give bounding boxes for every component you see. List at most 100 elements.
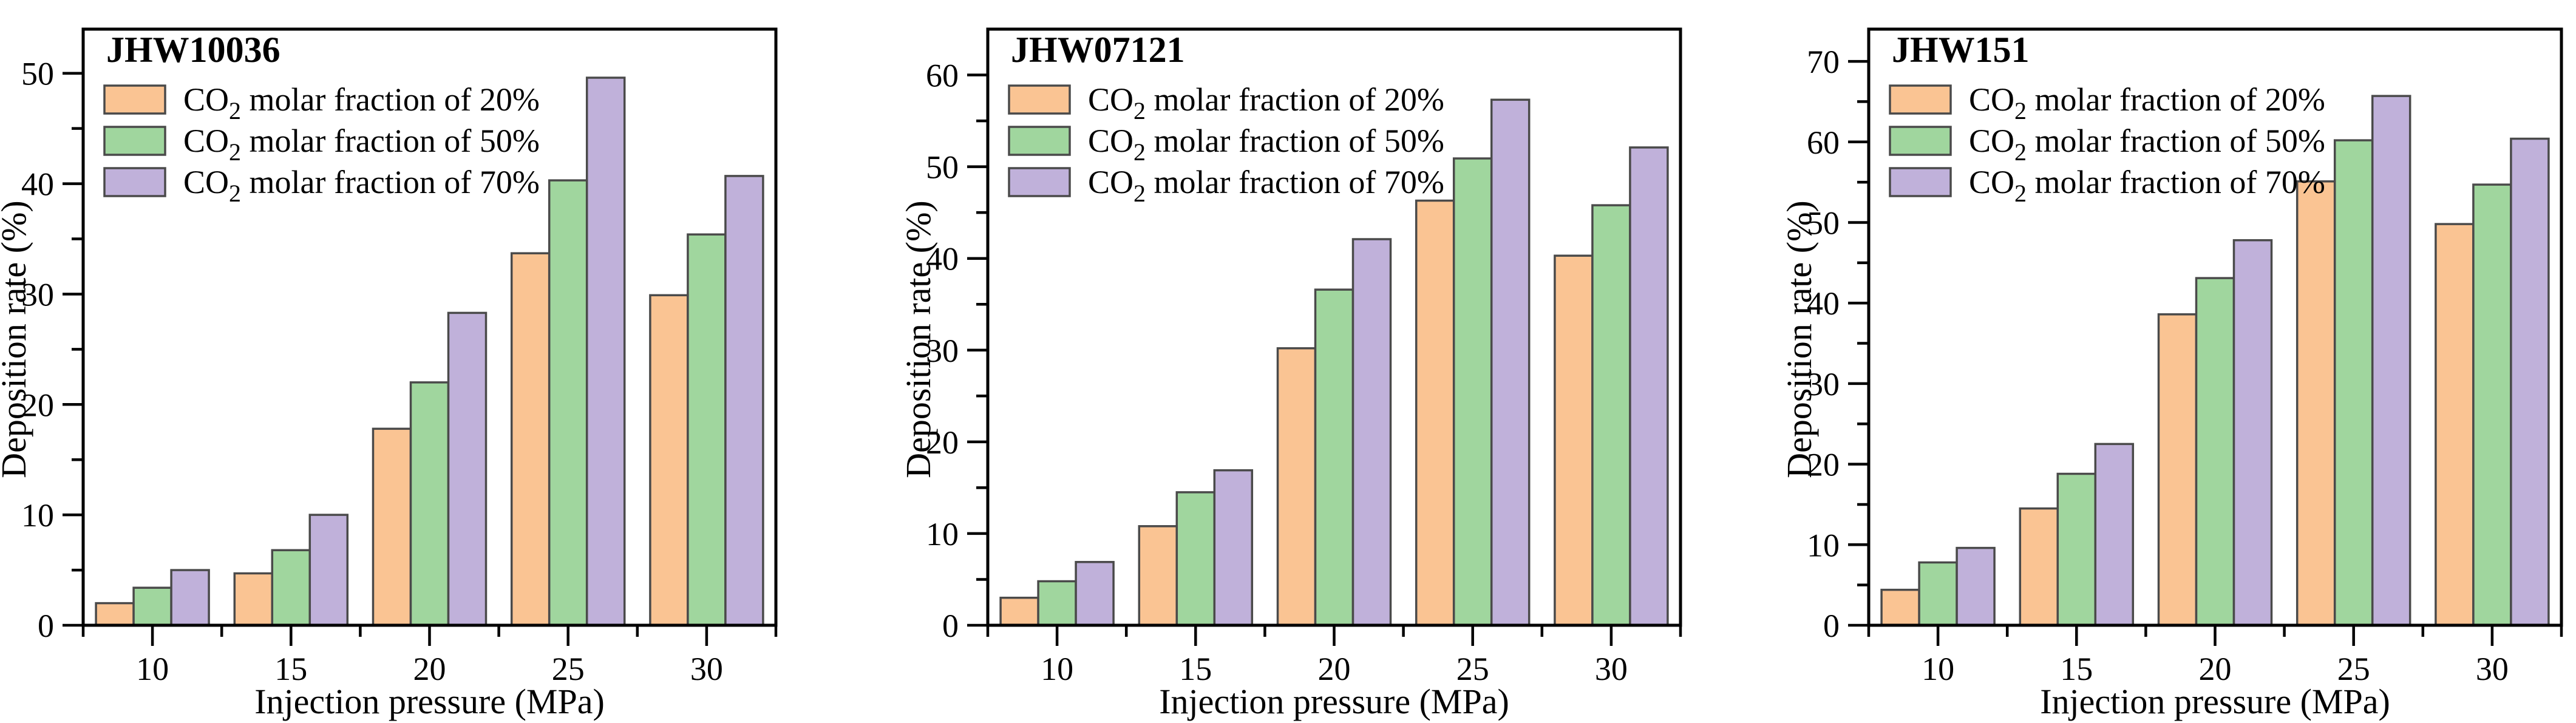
x-tick-label: 30 (1595, 651, 1628, 687)
legend-label: CO2 molar fraction of 50% (183, 123, 540, 166)
x-tick-label: 10 (136, 651, 169, 687)
y-tick-label: 50 (926, 149, 959, 186)
y-tick-label: 40 (926, 241, 959, 277)
x-tick-label: 15 (1179, 651, 1212, 687)
legend-swatch (1889, 167, 1952, 197)
bar (1075, 561, 1115, 626)
bar (585, 76, 626, 626)
bar (1918, 561, 1958, 626)
bar (1490, 98, 1531, 626)
x-tick-label: 25 (1456, 651, 1489, 687)
bar (2232, 239, 2273, 626)
legend-label: CO2 molar fraction of 50% (1969, 123, 2325, 166)
bar (447, 311, 488, 626)
bar (687, 233, 727, 626)
bar (2435, 223, 2475, 626)
x-tick-label: 10 (1041, 651, 1073, 687)
bar (1956, 546, 1996, 626)
legend-swatch (103, 167, 166, 197)
legend-swatch (103, 126, 166, 156)
bar (1213, 469, 1254, 626)
y-tick-label: 60 (926, 58, 959, 94)
bar (2195, 277, 2235, 626)
bar (409, 381, 450, 626)
bar (1351, 238, 1392, 626)
x-tick-label: 10 (1922, 651, 1954, 687)
bar (308, 514, 349, 626)
bar (1452, 157, 1493, 626)
legend-label: CO2 molar fraction of 50% (1088, 123, 1444, 166)
y-tick-label: 20 (926, 424, 959, 461)
bar (372, 427, 412, 626)
bar (132, 586, 172, 626)
bar (1037, 580, 1077, 626)
bar (271, 549, 311, 626)
x-tick-label: 20 (413, 651, 446, 687)
chart-title: JHW10036 (106, 30, 280, 70)
bar (1175, 491, 1216, 626)
y-tick-label: 40 (1807, 285, 1840, 322)
y-tick-label: 10 (1807, 527, 1840, 563)
bar (2019, 507, 2059, 626)
y-tick-label: 20 (1807, 447, 1840, 483)
chart-title: JHW07121 (1011, 30, 1185, 70)
y-axis-label: Deposition rate (%) (0, 200, 33, 478)
y-tick-label: 70 (1807, 44, 1840, 80)
legend-swatch (1889, 84, 1952, 115)
bar (1415, 199, 1455, 626)
bar (2333, 139, 2374, 626)
bar (1138, 525, 1178, 626)
bar (2510, 137, 2550, 626)
bar (95, 602, 135, 626)
x-axis-label: Injection pressure (MPa) (2040, 682, 2390, 721)
y-axis-label: Deposition rate (%) (1779, 200, 1819, 478)
x-tick-label: 30 (2476, 651, 2509, 687)
x-tick-label: 15 (274, 651, 307, 687)
y-tick-label: 10 (926, 516, 959, 552)
y-axis-label: Deposition rate (%) (899, 200, 938, 478)
y-tick-label: 30 (1807, 366, 1840, 402)
legend-label: CO2 molar fraction of 20% (1969, 81, 2325, 124)
bar (1629, 146, 1669, 626)
legend-swatch (1008, 84, 1071, 115)
bar (649, 294, 689, 626)
chart-panel-JHW151: 0 10 20 30 40 50 60 70 10 15 20 25 30 JHW151 CO2 molar… (1779, 27, 2563, 721)
bar (2296, 180, 2336, 626)
x-axis-label: Injection pressure (MPa) (254, 682, 605, 721)
bar (2056, 472, 2097, 626)
legend-swatch (1008, 126, 1071, 156)
y-tick-label: 50 (1807, 205, 1840, 241)
x-tick-label: 20 (1318, 651, 1351, 687)
bar (1276, 347, 1317, 626)
bar (1880, 588, 1920, 626)
x-tick-label: 15 (2060, 651, 2093, 687)
legend-label: CO2 molar fraction of 20% (183, 81, 540, 124)
y-tick-label: 0 (942, 608, 959, 644)
chart-panel-JHW10036: 0 10 20 30 40 50 10 15 20 25 30 JHW10036 CO2 molar f… (0, 27, 778, 721)
legend-label: CO2 molar fraction of 70% (1088, 164, 1444, 207)
bar (2157, 313, 2198, 626)
y-tick-label: 60 (1807, 124, 1840, 161)
legend-swatch (1889, 126, 1952, 156)
legend-label: CO2 molar fraction of 20% (1088, 81, 1444, 124)
bar (1314, 288, 1354, 626)
y-tick-label: 30 (926, 333, 959, 369)
y-tick-label: 50 (21, 56, 54, 92)
bar (2472, 183, 2512, 626)
legend-label: CO2 molar fraction of 70% (1969, 164, 2325, 207)
y-tick-label: 20 (21, 387, 54, 423)
y-tick-label: 0 (38, 608, 54, 644)
legend-swatch (103, 84, 166, 115)
bar (724, 175, 764, 626)
y-tick-label: 10 (21, 497, 54, 534)
bar (999, 596, 1039, 626)
bar (2371, 95, 2411, 626)
x-tick-label: 25 (2337, 651, 2370, 687)
x-tick-label: 25 (552, 651, 585, 687)
legend-label: CO2 molar fraction of 70% (183, 164, 540, 207)
bar (1554, 254, 1594, 626)
x-tick-label: 20 (2199, 651, 2232, 687)
y-tick-label: 40 (21, 166, 54, 203)
